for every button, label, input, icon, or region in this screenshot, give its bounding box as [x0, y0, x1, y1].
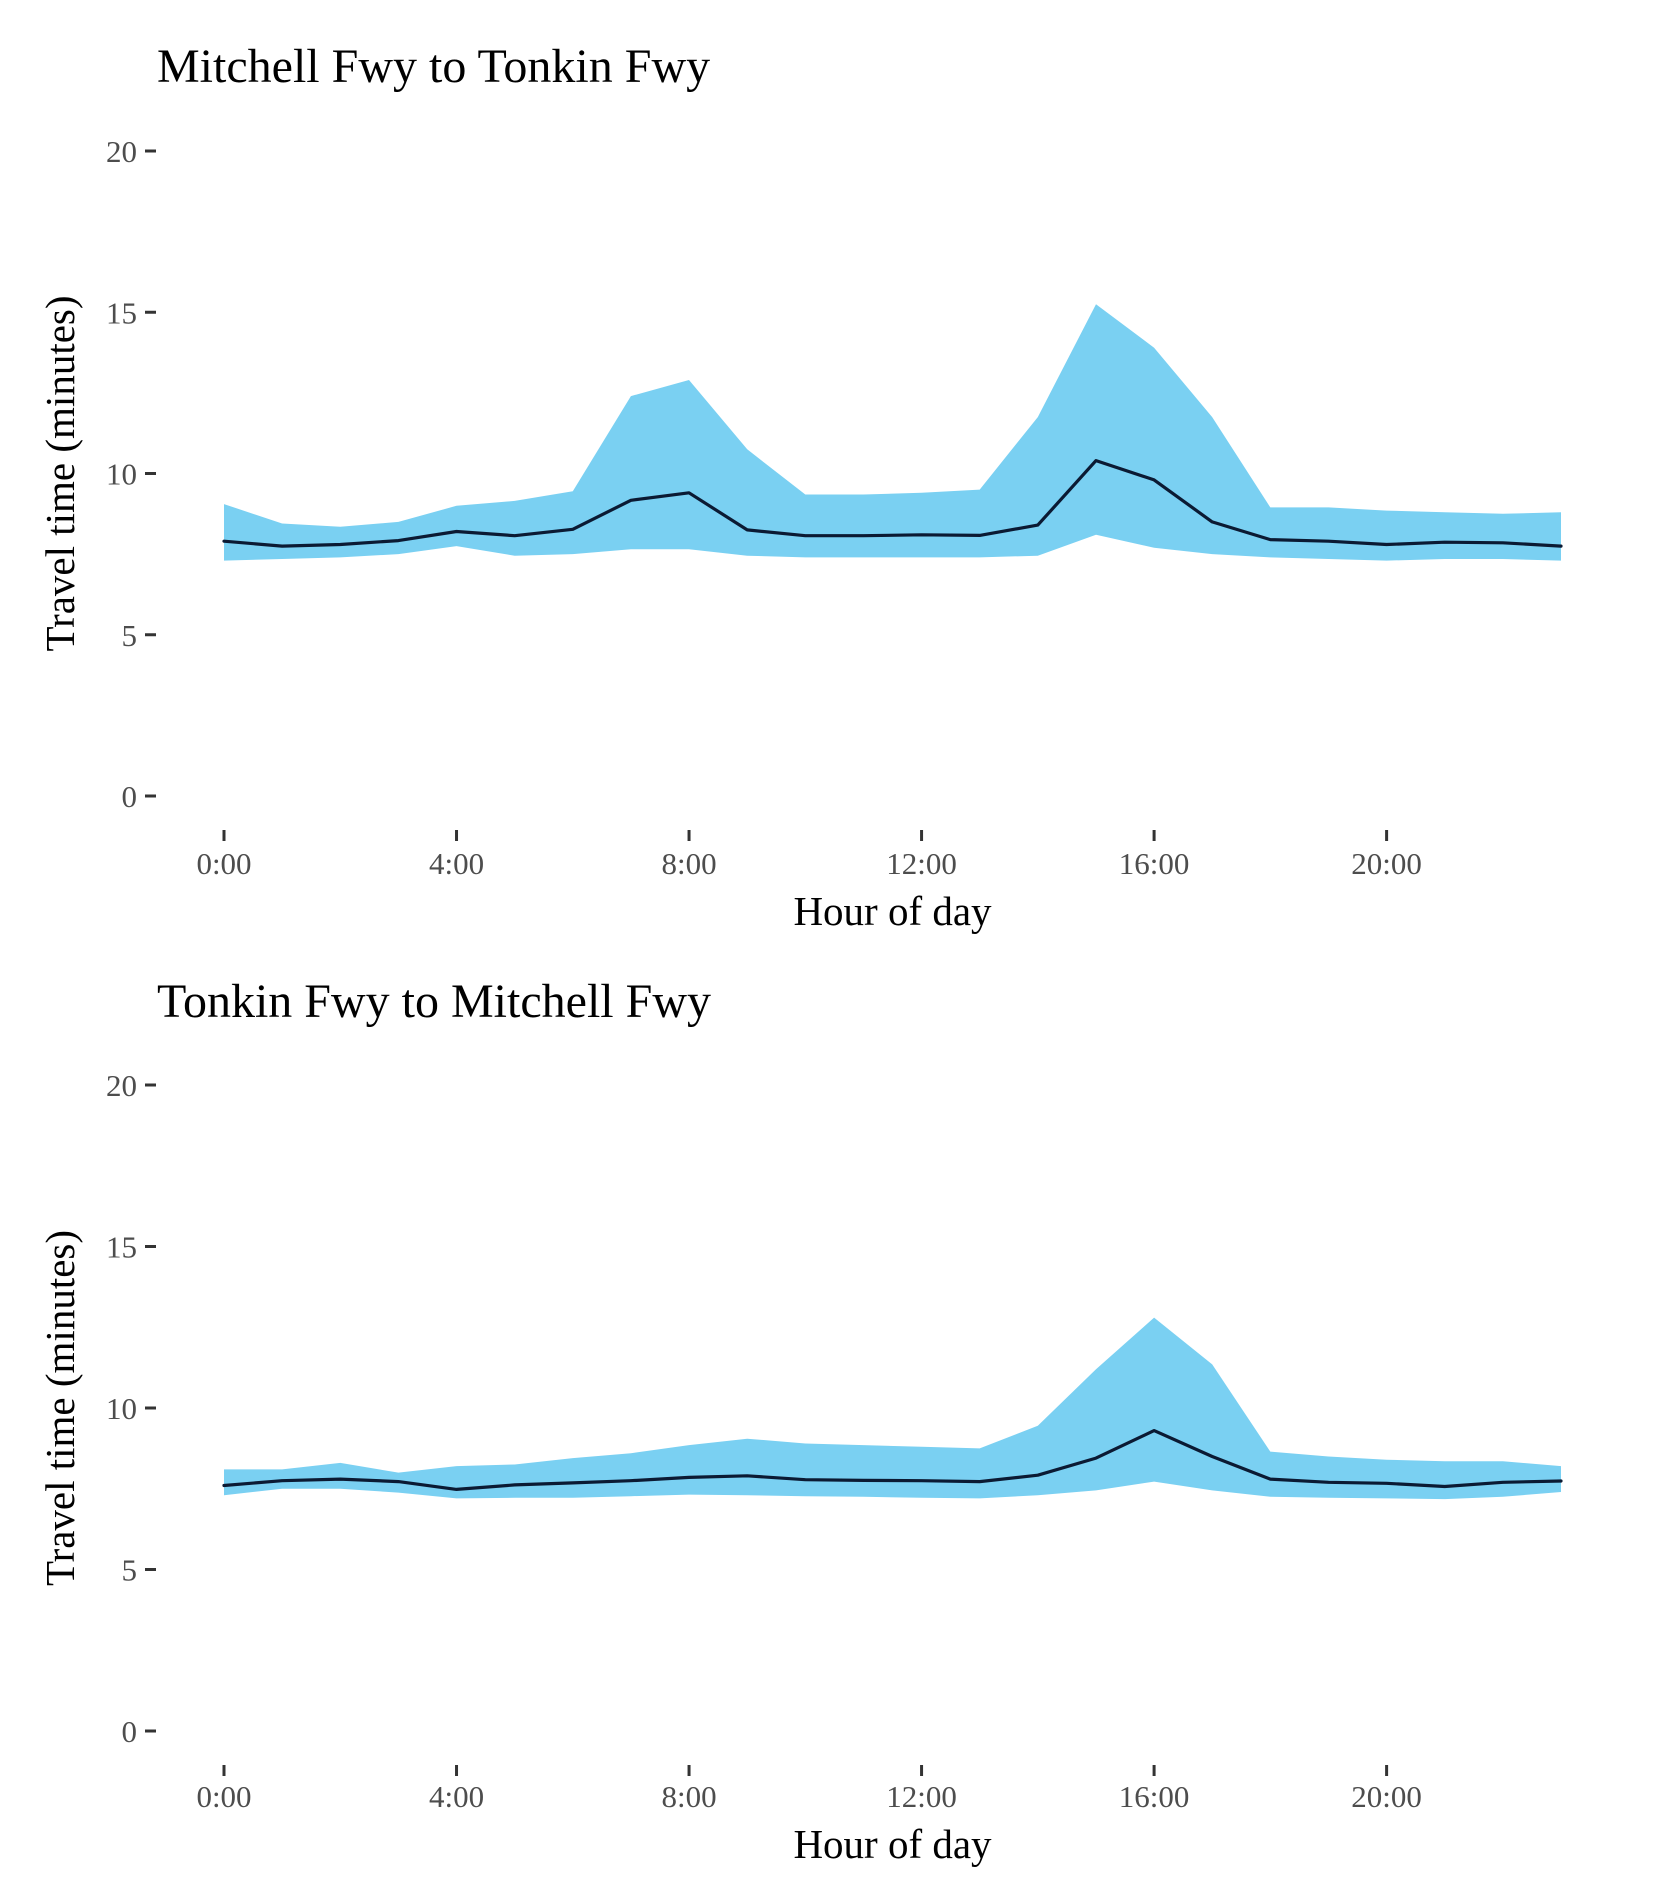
x-tick-label: 0:00: [196, 1779, 251, 1814]
y-tick-label: 10: [106, 1391, 137, 1426]
x-tick-label: 4:00: [429, 846, 484, 881]
x-tick-label: 4:00: [429, 1779, 484, 1814]
y-tick-label: 15: [106, 1230, 137, 1265]
x-tick-label: 12:00: [886, 846, 957, 881]
y-tick-label: 5: [122, 618, 138, 653]
x-axis-title: Hour of day: [793, 888, 992, 934]
median-line: [222, 459, 1563, 548]
range-band: [224, 1317, 1561, 1500]
y-tick-label: 10: [106, 457, 137, 492]
y-axis-title: Travel time (minutes): [37, 295, 83, 651]
x-tick-label: 16:00: [1119, 1779, 1190, 1814]
median-line: [222, 1428, 1563, 1492]
x-tick-label: 12:00: [886, 1779, 957, 1814]
chart-panel-1: Mitchell Fwy to Tonkin Fwy 0 5 10 15 20 0:00 4:…: [37, 40, 1563, 934]
x-axis-title: Hour of day: [793, 1821, 992, 1867]
y-tick-label: 20: [106, 134, 137, 169]
range-band: [224, 304, 1561, 561]
x-tick-label: 8:00: [661, 846, 716, 881]
chart-title: Mitchell Fwy to Tonkin Fwy: [157, 40, 710, 93]
chart-panel-2: Tonkin Fwy to Mitchell Fwy 0 5 10 15 20 0:00 4:…: [37, 975, 1563, 1867]
x-tick-label: 8:00: [661, 1779, 716, 1814]
x-tick-label: 20:00: [1351, 1779, 1422, 1814]
y-tick-label: 0: [122, 1714, 138, 1749]
y-tick-label: 15: [106, 295, 137, 330]
y-axis-title: Travel time (minutes): [37, 1230, 83, 1586]
y-tick-label: 20: [106, 1068, 137, 1103]
x-tick-label: 0:00: [196, 846, 251, 881]
x-tick-label: 16:00: [1119, 846, 1190, 881]
chart-title: Tonkin Fwy to Mitchell Fwy: [157, 975, 711, 1028]
x-tick-label: 20:00: [1351, 846, 1422, 881]
y-tick-label: 0: [122, 779, 138, 814]
y-tick-label: 5: [122, 1553, 138, 1588]
